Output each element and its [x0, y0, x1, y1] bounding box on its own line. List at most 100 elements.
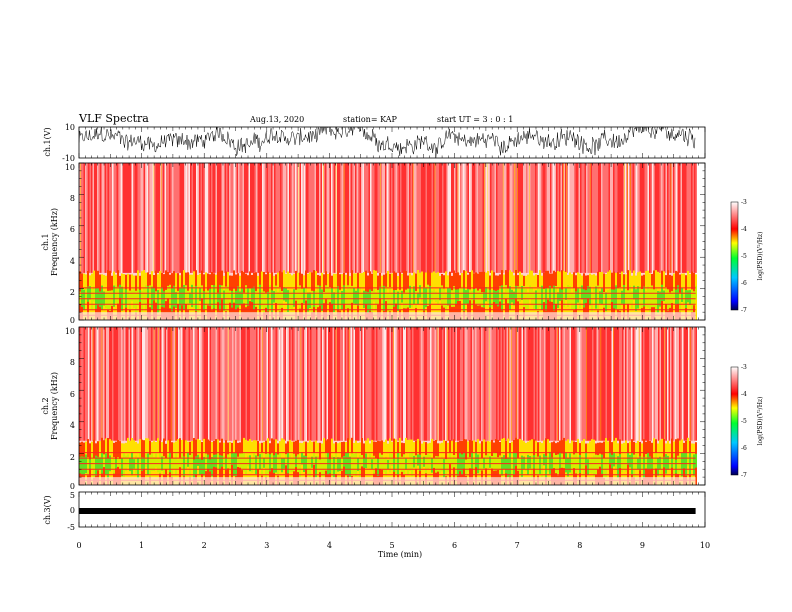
spec1-greenband — [119, 284, 121, 298]
spec2-streak — [641, 327, 643, 441]
spec2-streak — [436, 327, 438, 441]
spec2-streak — [109, 327, 111, 441]
spec1-streak — [172, 163, 174, 273]
spec2-greenband — [605, 457, 607, 478]
spec1-greenband — [551, 287, 553, 302]
spec2-streak — [314, 327, 316, 441]
spec2-greenband — [627, 453, 629, 465]
spec2-streak — [692, 327, 694, 441]
spec1-greenband — [667, 289, 669, 311]
spec1-streak — [218, 163, 220, 273]
spec2-greenband — [387, 459, 389, 470]
spec1-streak — [392, 163, 394, 273]
spec2-streak — [124, 327, 126, 441]
spec1-streak — [449, 163, 451, 273]
spec2-greenband — [523, 456, 525, 470]
spec2-greenband — [507, 457, 509, 477]
spec2-streak — [506, 327, 508, 441]
spec2-greenband — [391, 453, 393, 466]
spec2-greenband — [549, 451, 551, 474]
spec1-greenband — [563, 288, 565, 308]
spec2-streak — [137, 327, 139, 441]
spec2-greenband — [567, 458, 569, 477]
spec1-streak — [205, 163, 207, 273]
spec1-streak — [631, 163, 633, 273]
spec1-streak — [191, 163, 193, 273]
spec1-streak — [257, 163, 259, 273]
spec2-streak — [424, 327, 426, 441]
spec2-streak — [677, 327, 679, 441]
spec2-streak — [290, 327, 292, 441]
spec1-streak — [604, 163, 606, 273]
spec2-streak — [421, 327, 423, 441]
spec1-greenband — [575, 291, 577, 309]
spec2-streak — [694, 327, 696, 441]
spec1-greenband — [223, 290, 225, 311]
spec1-greenband — [183, 285, 185, 310]
spec1-streak — [91, 163, 93, 273]
spec1-streak — [527, 163, 529, 273]
spec1-streak — [181, 163, 183, 273]
spec1-streak — [373, 163, 375, 273]
spec2-greenband — [233, 452, 235, 476]
spec1-streak — [388, 163, 390, 273]
spec1-greenband — [691, 289, 693, 312]
spec1-greenband — [329, 287, 331, 303]
spec1-streak — [157, 163, 159, 273]
spec2-greenband — [113, 457, 115, 474]
spec2-greenband — [383, 457, 385, 473]
spec1-greenband — [439, 287, 441, 301]
spec2-streak — [269, 327, 271, 441]
spec2-streak — [589, 327, 591, 441]
spec1-streak — [541, 163, 543, 273]
spec1-streak — [688, 163, 690, 273]
spec2-streak — [89, 327, 91, 441]
spec1-greenband — [455, 289, 457, 305]
spec1-streak — [107, 163, 109, 273]
spec2-streak — [407, 327, 409, 441]
spec1-streak — [340, 163, 342, 273]
spec1-greenband — [215, 285, 217, 311]
spec2-streak — [251, 327, 253, 441]
spec1-streak — [391, 163, 393, 273]
spec2-streak — [322, 327, 324, 441]
spec2-streak — [542, 327, 544, 441]
spec1-greenband — [585, 290, 587, 303]
spec1-streak — [644, 163, 646, 273]
spec1-streak — [476, 163, 478, 273]
spec2-streak — [298, 327, 300, 441]
spec1-greenband — [291, 291, 293, 311]
spec1-streak — [602, 163, 604, 273]
spec1-greenband — [483, 292, 485, 308]
spec1-greenband — [519, 286, 521, 302]
spec2-streak — [149, 327, 151, 441]
spec2-greenband — [545, 455, 547, 478]
spec1-streak — [275, 163, 277, 273]
spec1-greenband — [211, 285, 213, 311]
spec1-greenband — [387, 292, 389, 312]
spec2-streak — [500, 327, 502, 441]
spec1-streak — [635, 163, 637, 273]
spec2-streak — [556, 327, 558, 441]
spec2-greenband — [265, 453, 267, 477]
spec2-streak — [581, 327, 583, 441]
spec1-greenband — [179, 288, 181, 311]
spec1-streak — [131, 163, 133, 273]
spec2-streak — [490, 327, 492, 441]
spec1-streak — [380, 163, 382, 273]
ch2-cb-tick-7: -7 — [741, 472, 747, 479]
spec1-streak — [280, 163, 282, 273]
spec2-streak — [310, 327, 312, 441]
spec1-streak — [382, 163, 384, 273]
spec2-streak — [194, 327, 196, 441]
spec2-greenband — [369, 453, 371, 470]
spec1-greenband — [557, 292, 559, 309]
spec1-streak — [656, 163, 658, 273]
spec1-streak — [410, 163, 412, 273]
spec2-spike — [437, 327, 439, 441]
spec2-streak — [326, 327, 328, 441]
ch1-xticks — [78, 127, 706, 158]
spec2-streak — [521, 327, 523, 441]
spec1-greenband — [151, 286, 153, 310]
spec2-streak — [319, 327, 321, 441]
